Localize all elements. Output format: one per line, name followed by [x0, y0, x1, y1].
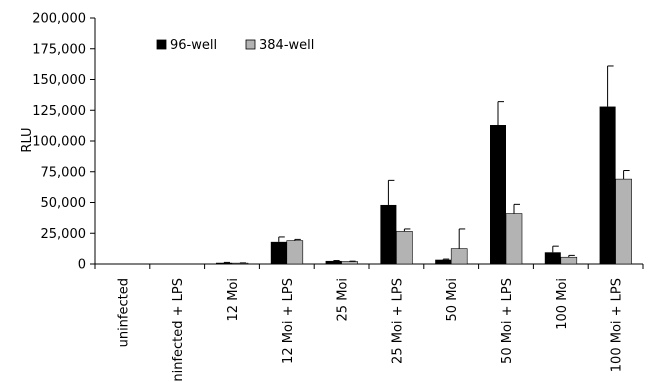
bar-96-well-50-moi: [435, 259, 452, 264]
bar-384-well-12-moi-lps: [286, 240, 304, 265]
y-tick-label: 50,000: [41, 196, 87, 211]
legend-label-96-well: 96-well: [170, 38, 217, 53]
x-tick-label: 50 Moi: [445, 278, 460, 321]
axes: [90, 17, 644, 269]
x-tick-label: uninfected + LPS: [171, 278, 186, 382]
y-axis-label: RLU: [20, 127, 35, 152]
x-tick-label: 12 Moi + LPS: [281, 278, 296, 364]
x-tick-label: 100 Moi + LPS: [610, 278, 625, 372]
bar-96-well-25-moi: [325, 260, 342, 264]
x-tick-label: 12 Moi: [226, 278, 241, 321]
bar-384-well-25-moi-lps: [396, 231, 413, 265]
y-tick-label: 100,000: [32, 135, 86, 150]
y-tick-label: 75,000: [41, 165, 87, 180]
y-tick-label: 200,000: [32, 12, 86, 27]
bar-96-well-12-moi: [216, 262, 232, 264]
bar-384-well-50-moi-lps: [505, 213, 523, 265]
bar-384-well-100-moi: [560, 256, 578, 265]
bar-384-well-100-moi-lps: [615, 178, 632, 265]
x-tick-label: 25 Moi: [336, 278, 351, 321]
y-tick-label: 25,000: [41, 227, 87, 242]
y-tick-label: 150,000: [32, 73, 86, 88]
x-tick-label: uninfected: [116, 278, 131, 347]
bar-96-well-25-moi-lps: [380, 204, 397, 264]
y-tick-label: 0: [78, 258, 86, 273]
y-tick-label: 175,000: [32, 42, 86, 57]
bar-384-well-50-moi: [450, 248, 468, 265]
x-tick-label: 25 Moi + LPS: [390, 278, 405, 364]
bar-96-well-12-moi-lps: [270, 241, 287, 264]
x-tick-label: 50 Moi + LPS: [500, 278, 515, 364]
bars: [216, 106, 632, 265]
bar-96-well-50-moi-lps: [490, 125, 506, 264]
legend-swatch-384-well: [245, 39, 256, 50]
y-tick-label: 125,000: [32, 104, 86, 119]
y-tick-labels: 0 25,000 50,000 75,000 100,000 125,000 150,000…: [32, 12, 86, 273]
x-tick-label: 100 Moi: [555, 278, 570, 330]
error-bars: [223, 65, 630, 264]
bar-96-well-100-moi: [544, 252, 561, 264]
legend-label-384-well: 384-well: [259, 38, 314, 53]
bar-384-well-25-moi: [341, 261, 358, 265]
bar-96-well-100-moi-lps: [599, 106, 616, 264]
legend: 96-well 384-well: [156, 38, 314, 53]
legend-swatch-96-well: [156, 39, 167, 50]
x-tick-labels: uninfected uninfected + LPS 12 Moi 12 Moi +…: [116, 278, 624, 382]
